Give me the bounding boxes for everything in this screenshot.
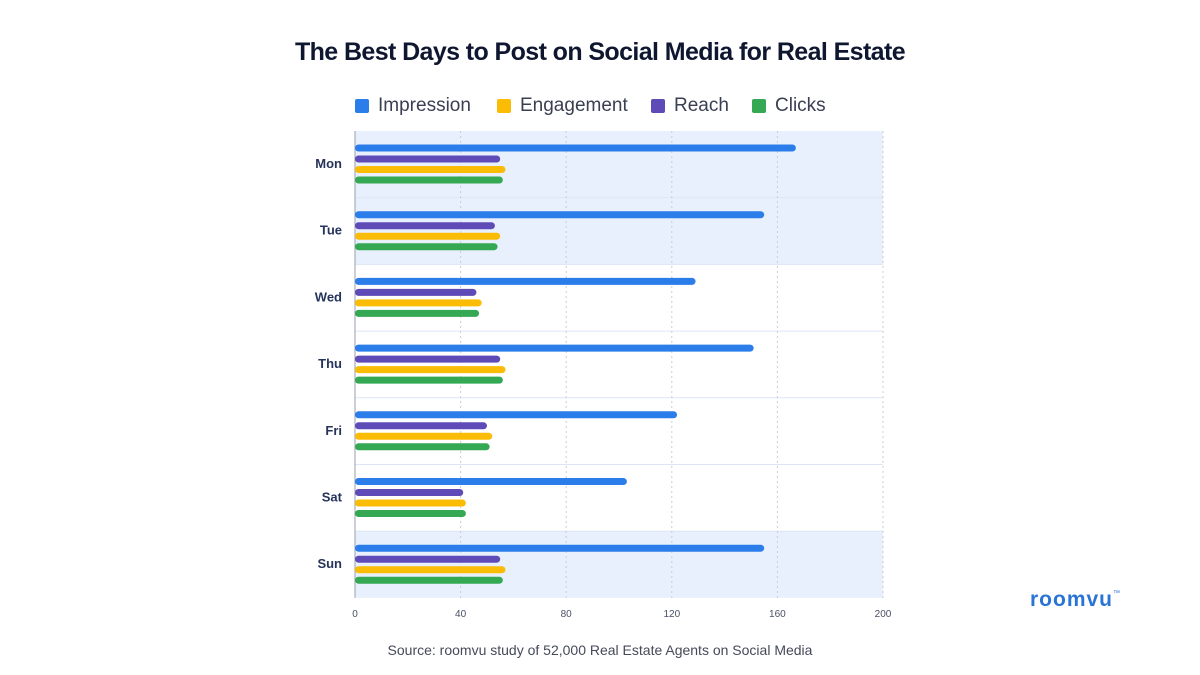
day-label-thu: Thu [318,356,342,371]
x-tick-label-80: 80 [561,609,573,620]
highlight-band-mon [355,131,883,198]
bar-impression-sat [355,478,627,485]
roomvu-logo: roomvu™ [1030,588,1120,612]
legend-item-engagement: Engagement [497,92,628,120]
bar-engagement-tue [355,232,501,240]
bar-reach-wed [355,288,477,296]
legend-item-clicks: Clicks [752,92,826,120]
bar-reach-tue [355,222,495,230]
bar-clicks-wed [355,309,480,317]
legend-swatch-engagement [497,99,511,113]
day-label-fri: Fri [325,423,342,438]
brand-name: roomvu [1030,588,1114,611]
day-label-mon: Mon [315,156,342,171]
x-tick-label-160: 160 [769,609,786,620]
legend-label-reach: Reach [674,95,729,116]
chart-title: The Best Days to Post on Social Media fo… [294,38,906,66]
day-label-sun: Sun [317,556,342,571]
bar-engagement-sat [355,499,466,507]
legend-label-engagement: Engagement [520,95,628,116]
day-label-wed: Wed [315,289,342,304]
bar-reach-fri [355,422,487,430]
legend-swatch-reach [651,99,665,113]
brand-trademark: ™ [1113,590,1121,597]
x-tick-label-120: 120 [663,609,680,620]
legend-label-clicks: Clicks [775,95,826,116]
bar-clicks-thu [355,376,503,384]
legend-label-impression: Impression [378,95,471,116]
bar-clicks-tue [355,243,498,251]
bar-reach-thu [355,355,501,363]
legend-item-reach: Reach [651,92,729,120]
bar-impression-tue [355,211,765,219]
bar-reach-sat [355,489,464,496]
bar-clicks-mon [355,176,503,184]
bar-impression-sun [355,544,765,552]
legend-swatch-impression [355,99,369,113]
bar-engagement-thu [355,366,506,374]
bar-impression-thu [355,344,754,352]
bar-impression-mon [355,144,796,152]
bar-reach-mon [355,155,501,163]
day-label-sat: Sat [322,490,343,505]
legend: Impression Engagement Reach Clicks [0,92,1200,122]
bar-clicks-sun [355,576,503,584]
highlight-band-sun [355,531,883,598]
x-tick-label-40: 40 [455,609,467,620]
x-tick-label-200: 200 [875,609,892,620]
bar-impression-wed [355,277,696,285]
bar-reach-sun [355,555,501,563]
bar-engagement-mon [355,166,506,173]
bar-engagement-sun [355,566,506,574]
legend-item-impression: Impression [355,92,471,120]
bar-clicks-sat [355,510,466,517]
bar-clicks-fri [355,443,490,451]
highlight-band-tue [355,197,883,265]
bar-engagement-wed [355,299,482,307]
bar-engagement-fri [355,432,493,440]
x-tick-label-0: 0 [352,609,358,620]
legend-swatch-clicks [752,99,766,113]
day-label-tue: Tue [320,223,342,238]
bar-impression-fri [355,411,678,419]
source-note: Source: roomvu study of 52,000 Real Esta… [387,642,813,658]
